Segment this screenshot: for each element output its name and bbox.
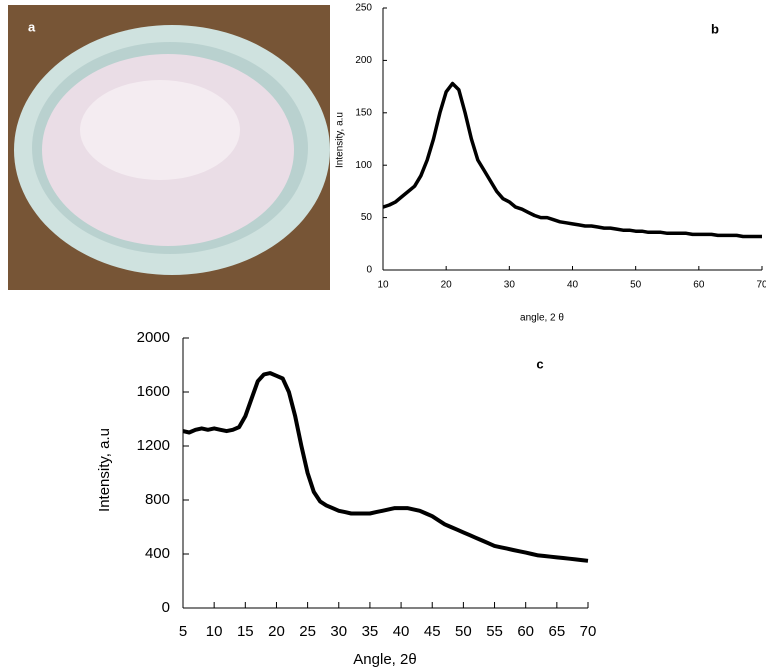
y-tick-label: 50 — [361, 212, 373, 223]
x-tick-label: 50 — [630, 280, 642, 291]
x-tick-label: 20 — [268, 623, 285, 640]
x-axis-label: Angle, 2θ — [353, 651, 416, 668]
powder-highlight — [80, 80, 240, 180]
y-tick-label: 100 — [355, 160, 372, 171]
x-tick-label: 10 — [377, 280, 389, 291]
x-tick-label: 70 — [756, 280, 766, 291]
x-tick-label: 60 — [517, 623, 534, 640]
data-line — [182, 371, 589, 563]
x-tick-label: 30 — [330, 623, 347, 640]
panel-label: c — [536, 356, 543, 371]
y-tick-label: 1600 — [137, 383, 170, 400]
photo: a — [8, 5, 330, 290]
x-tick-label: 20 — [441, 280, 453, 291]
x-tick-label: 50 — [455, 623, 472, 640]
y-tick-label: 200 — [355, 55, 372, 66]
data-line — [382, 81, 762, 239]
x-tick-label: 60 — [693, 280, 705, 291]
x-tick-label: 65 — [549, 623, 566, 640]
y-tick-label: 250 — [355, 3, 372, 14]
x-tick-label: 45 — [424, 623, 441, 640]
y-axis-label: Intensity, a.u — [96, 428, 113, 512]
y-tick-label: 0 — [162, 599, 170, 616]
x-tick-label: 40 — [567, 280, 579, 291]
x-tick-label: 70 — [580, 623, 597, 640]
y-tick-label: 0 — [366, 265, 372, 276]
x-tick-label: 25 — [299, 623, 316, 640]
x-tick-label: 55 — [486, 623, 503, 640]
y-axis-label: Intensity, a.u — [335, 112, 346, 168]
y-tick-label: 150 — [355, 107, 372, 118]
x-tick-label: 35 — [362, 623, 379, 640]
x-tick-label: 10 — [206, 623, 223, 640]
y-tick-label: 1200 — [137, 437, 170, 454]
y-tick-label: 800 — [145, 491, 170, 508]
x-tick-label: 40 — [393, 623, 410, 640]
x-axis-label: angle, 2 θ — [520, 313, 564, 324]
y-tick-label: 2000 — [137, 329, 170, 346]
panel-label: b — [711, 21, 719, 36]
x-tick-label: 5 — [179, 623, 187, 640]
x-tick-label: 15 — [237, 623, 254, 640]
panel-label: a — [28, 19, 36, 34]
x-tick-label: 30 — [504, 280, 516, 291]
y-tick-label: 400 — [145, 545, 170, 562]
